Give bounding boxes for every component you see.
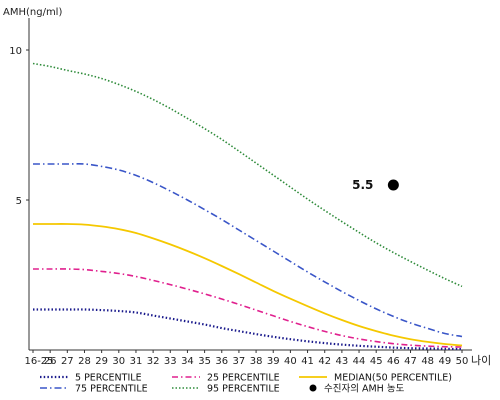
legend-label-3: 75 PERCENTILE	[75, 384, 148, 395]
x-axis-label: 나이	[471, 354, 491, 367]
x-tick-label: 46	[387, 356, 400, 367]
x-tick-label: 32	[147, 356, 160, 367]
patient-markers: 5.5	[352, 178, 399, 192]
patient-amh-point	[387, 179, 399, 191]
x-tick-label: 42	[318, 356, 331, 367]
x-tick-label: 28	[78, 356, 91, 367]
x-tick-label: 48	[421, 356, 434, 367]
x-tick-label: 50	[456, 356, 469, 367]
series-line-3	[33, 163, 463, 338]
x-tick-label: 43	[336, 356, 349, 367]
series-line-2	[33, 223, 463, 347]
x-tick-label: 41	[301, 356, 314, 367]
x-tick-label: 47	[404, 356, 417, 367]
legend: 5 PERCENTILE 25 PERCENTILE MEDIAN(50 PERCE…	[40, 373, 452, 395]
legend-label-2: MEDIAN(50 PERCENTILE)	[334, 373, 452, 384]
x-tick-label: 37	[233, 356, 246, 367]
legend-marker-label: 수진자의 AMH 농도	[324, 384, 405, 395]
x-tick-label: 39	[267, 356, 280, 367]
legend-label-1: 25 PERCENTILE	[207, 373, 280, 384]
x-tick-label: 49	[438, 356, 451, 367]
y-tick-label: 10	[9, 46, 22, 57]
x-tick-label: 40	[284, 356, 297, 367]
x-tick-label: 31	[130, 356, 143, 367]
x-tick-label: 38	[250, 356, 263, 367]
x-tick-label: 44	[353, 356, 366, 367]
series-line-0	[33, 308, 463, 351]
x-tick-label: 26	[44, 356, 57, 367]
x-tick-label: 16-25	[24, 356, 53, 367]
x-tick-label: 33	[164, 356, 177, 367]
axes-group: AMH(ng/ml) 나이	[3, 7, 491, 367]
x-tick-label: 36	[215, 356, 228, 367]
x-tick-label: 45	[370, 356, 383, 367]
x-tick-label: 27	[61, 356, 74, 367]
x-tick-label: 34	[181, 356, 194, 367]
series-line-1	[33, 268, 463, 348]
y-tick-label: 5	[16, 196, 22, 207]
legend-marker-swatch	[309, 384, 317, 392]
y-axis-label: AMH(ng/ml)	[3, 7, 62, 18]
series-lines	[32, 62, 463, 351]
series-line-4	[32, 62, 463, 288]
legend-label-4: 95 PERCENTILE	[207, 384, 280, 395]
legend-label-0: 5 PERCENTILE	[75, 373, 142, 384]
x-tick-label: 30	[112, 356, 125, 367]
x-tick-label: 29	[95, 356, 108, 367]
y-tick-labels: 5 10	[9, 46, 29, 207]
patient-amh-value-label: 5.5	[352, 178, 373, 192]
x-tick-label: 35	[198, 356, 211, 367]
